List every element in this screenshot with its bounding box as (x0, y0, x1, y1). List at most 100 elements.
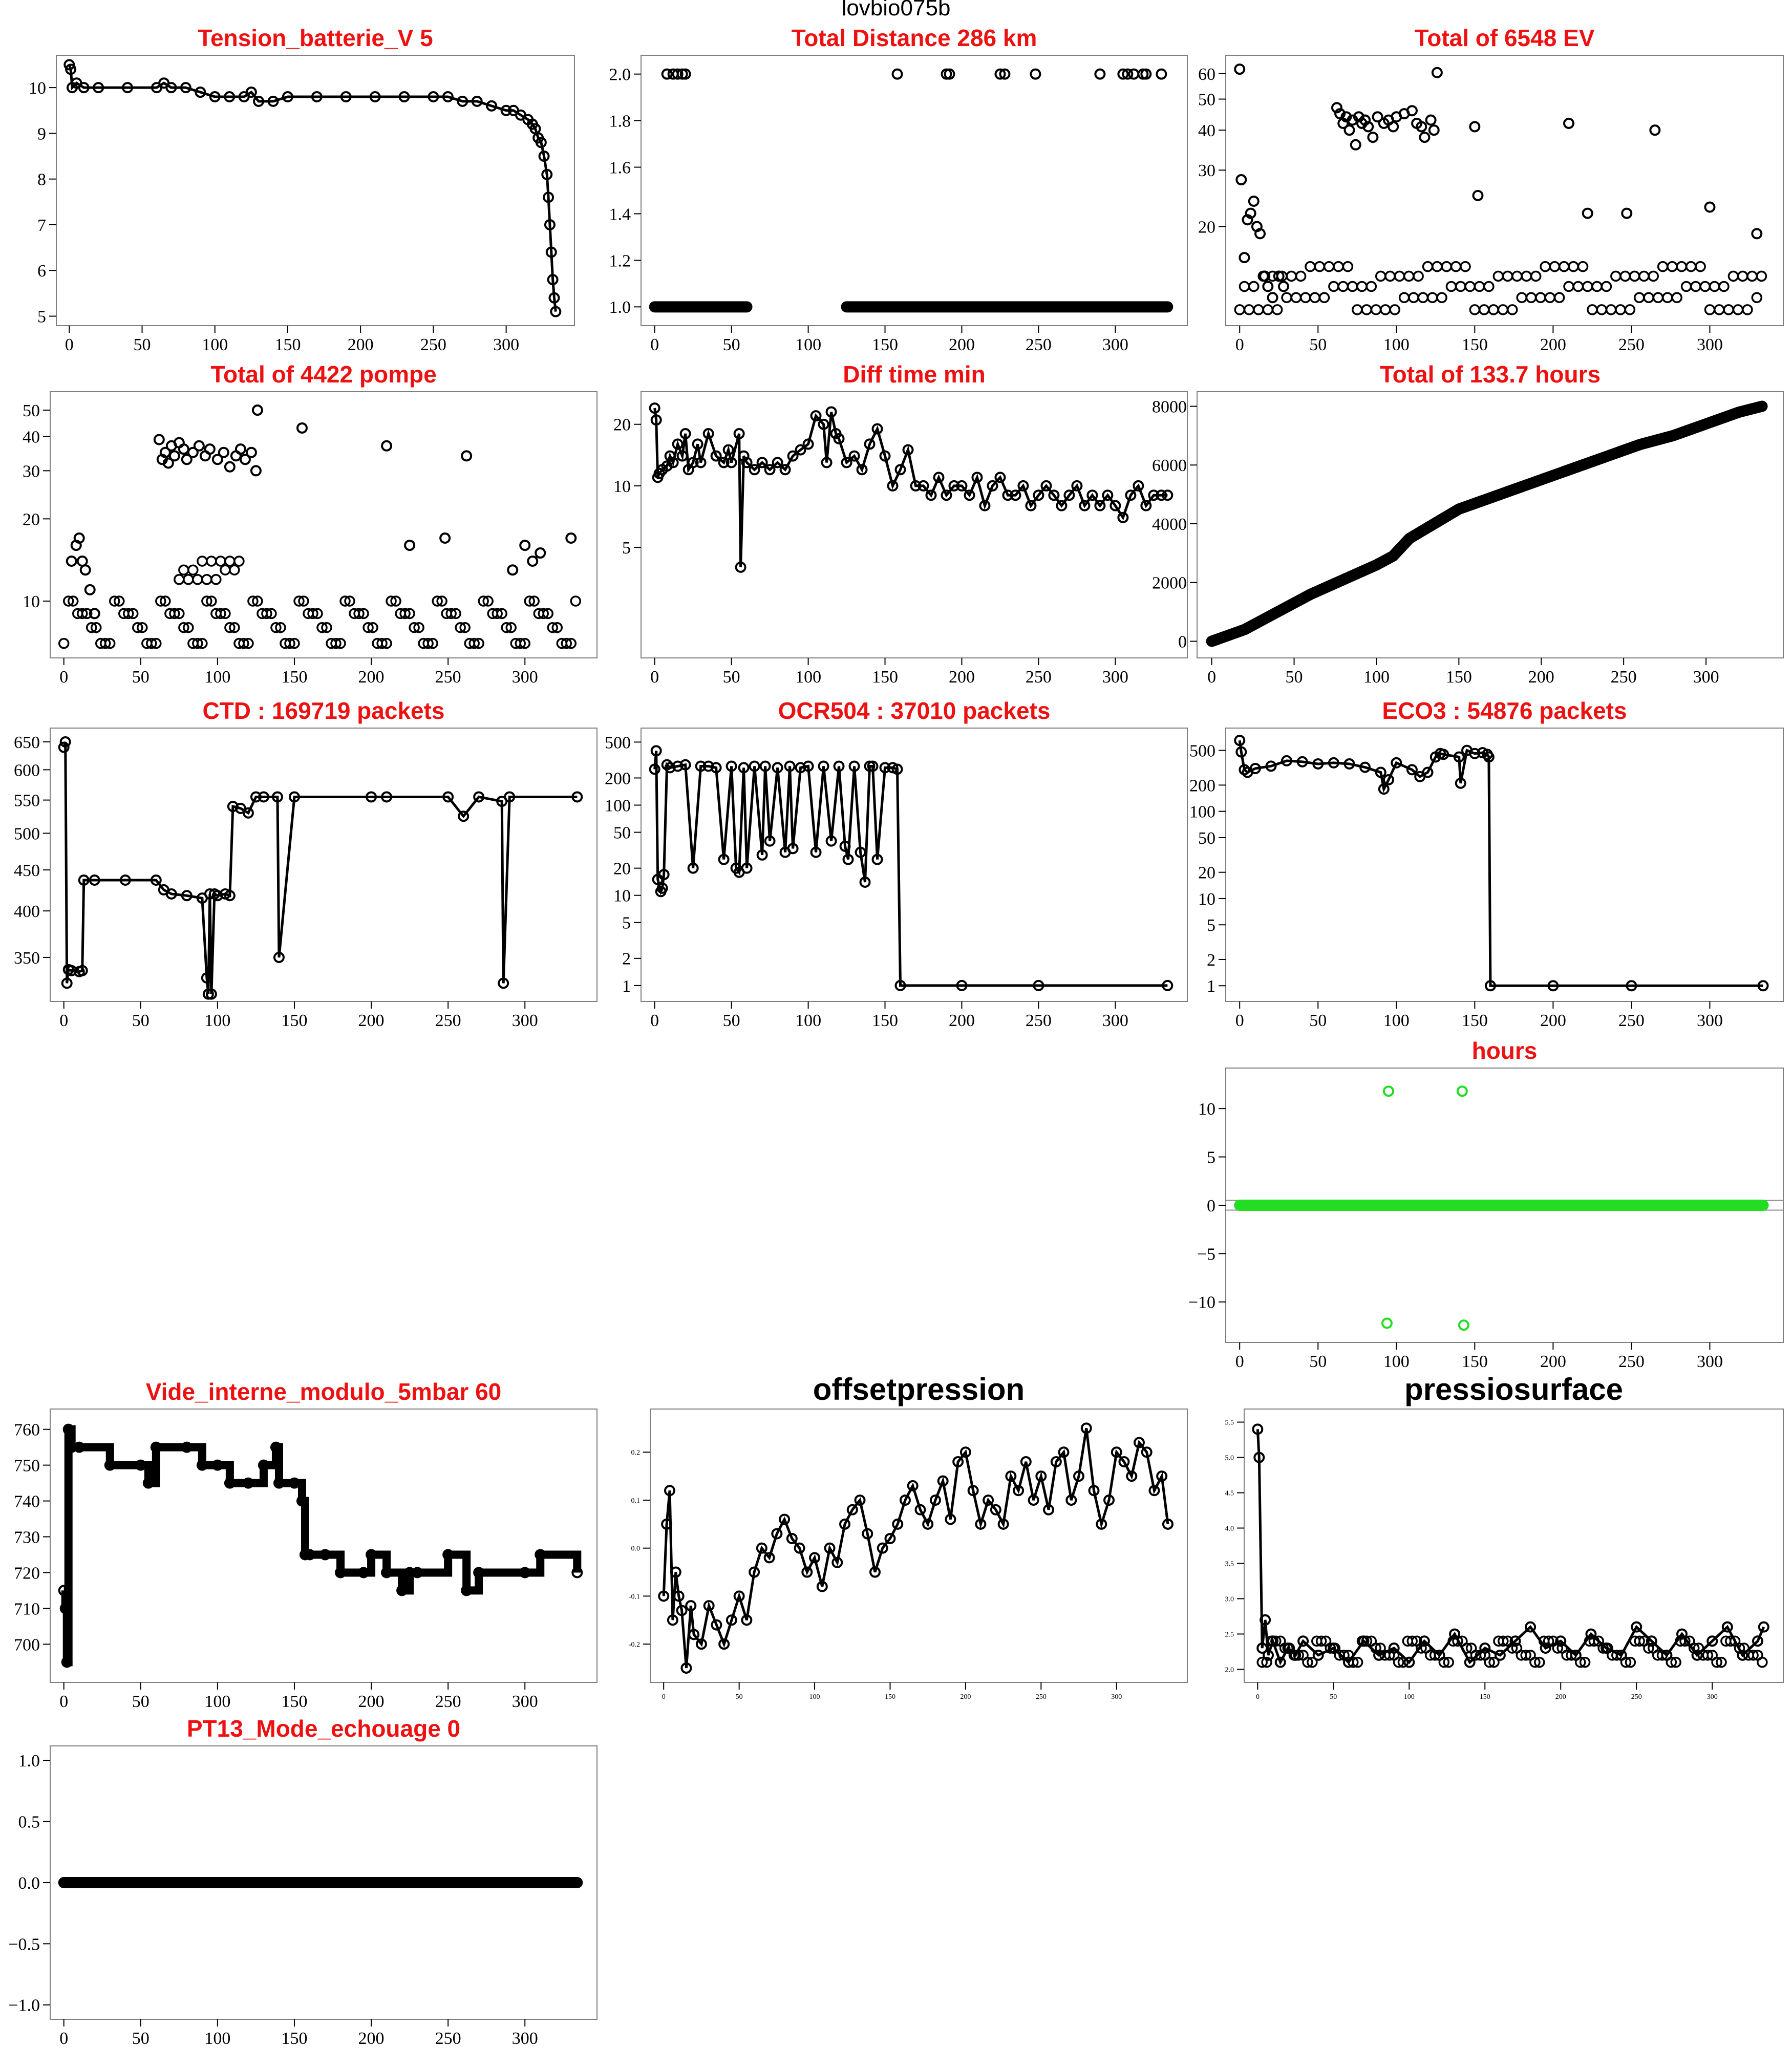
data-point (1680, 281, 1692, 292)
data-point (964, 489, 975, 501)
data-point (1431, 67, 1443, 78)
data-point (894, 464, 906, 476)
data-point (1248, 195, 1260, 207)
data-point (211, 890, 223, 902)
data-point (1005, 1470, 1017, 1482)
data-point (1388, 121, 1399, 133)
data-point (1455, 281, 1466, 292)
y-tick-label: 20 (1198, 218, 1215, 237)
data-point (735, 561, 746, 573)
data-point (802, 438, 814, 450)
data-point (1252, 1423, 1264, 1435)
data-point (340, 91, 352, 102)
data-point (505, 622, 517, 633)
x-tick-label: 200 (1540, 1011, 1566, 1030)
data-point (1323, 261, 1335, 272)
data-point (749, 1566, 760, 1578)
y-tick-label: 10 (29, 79, 46, 98)
data-point (146, 637, 157, 649)
data-point (442, 1549, 454, 1561)
x-tick-label: 250 (1026, 1011, 1052, 1030)
data-point (104, 637, 116, 649)
y-tick-label: 4000 (1152, 515, 1187, 534)
data-point (1737, 1649, 1748, 1661)
data-point (784, 760, 796, 772)
data-point (703, 1600, 715, 1612)
data-point (1102, 489, 1114, 501)
x-tick-label: 300 (512, 2029, 538, 2048)
data-point (339, 595, 351, 607)
data-point (1388, 1642, 1400, 1654)
data-point (967, 1485, 979, 1497)
data-point (321, 622, 332, 633)
y-tick-label: 2.0 (1225, 1666, 1234, 1674)
data-point (672, 438, 684, 450)
panel-tension: Tension_batterie_V 5 0 50 100 150 200 250 300 5 6… (29, 25, 575, 354)
x-tick-label: 250 (1611, 668, 1637, 687)
data-point (1350, 139, 1361, 151)
data-point (1591, 281, 1603, 292)
data-point (1312, 758, 1324, 770)
data-point (786, 1532, 798, 1544)
data-point (1572, 281, 1584, 292)
data-point (941, 489, 952, 501)
data-point (1254, 228, 1266, 240)
x-tick-label: 50 (1330, 1693, 1337, 1701)
data-point (1450, 261, 1462, 272)
data-point (1746, 270, 1758, 282)
x-tick-label: 300 (1102, 335, 1128, 354)
data-point (676, 1605, 688, 1616)
data-point (319, 1549, 331, 1561)
data-point (1126, 1470, 1138, 1482)
data-point (658, 869, 670, 881)
data-point (1758, 1621, 1769, 1633)
series-line (68, 64, 557, 312)
y-tick-label: 6 (37, 262, 46, 281)
data-point (1117, 511, 1129, 523)
x-tick-label: 50 (132, 668, 150, 687)
data-point (997, 1518, 1009, 1530)
data-point (1751, 292, 1763, 303)
data-point (1281, 755, 1293, 766)
y-tick-label: 0.1 (631, 1497, 641, 1505)
data-point (571, 791, 583, 803)
data-point (62, 595, 74, 607)
data-point (1253, 1452, 1265, 1463)
data-point (482, 595, 494, 607)
data-point (253, 95, 265, 107)
data-point (1071, 480, 1083, 492)
data-point (710, 450, 722, 462)
data-point (220, 564, 231, 575)
data-point (649, 402, 660, 414)
plot-frame (641, 728, 1188, 1002)
data-point (673, 1590, 685, 1602)
y-tick-label: 50 (23, 401, 40, 420)
data-point (1118, 1456, 1130, 1468)
data-point (1615, 1649, 1627, 1661)
data-point (1516, 292, 1527, 303)
data-point (270, 1441, 282, 1453)
data-point (211, 1459, 223, 1471)
data-point (702, 760, 714, 772)
data-point (1540, 261, 1551, 272)
plot-frame (641, 55, 1188, 326)
data-point (1002, 489, 1014, 501)
data-point (1718, 281, 1730, 292)
data-point (1263, 1649, 1274, 1661)
data-point (1261, 1656, 1272, 1668)
x-tick-label: 250 (1026, 335, 1052, 354)
data-point (524, 595, 535, 607)
data-point (282, 91, 293, 102)
data-point (445, 608, 457, 620)
data-point (910, 480, 922, 492)
data-point (1406, 1635, 1418, 1647)
data-point (1455, 777, 1466, 789)
data-point (1662, 292, 1673, 303)
x-tick-label: 150 (281, 668, 307, 687)
x-tick-label: 200 (358, 1011, 385, 1030)
data-point (242, 807, 254, 819)
data-point (390, 595, 401, 607)
data-point (1080, 1422, 1092, 1434)
